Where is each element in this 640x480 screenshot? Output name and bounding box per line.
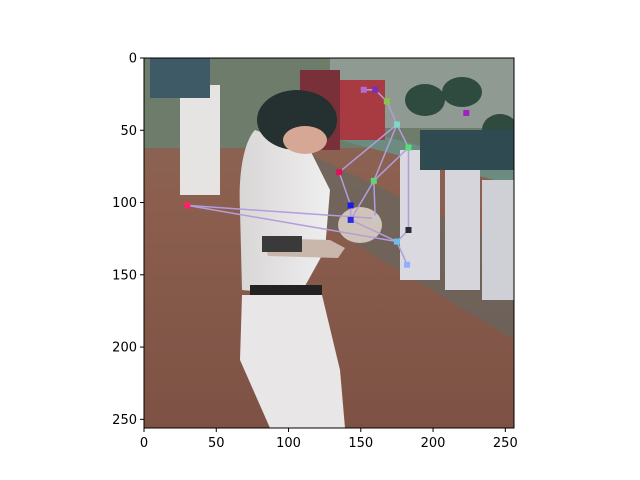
skeleton-edge — [396, 241, 408, 265]
skeleton-edge — [396, 124, 410, 148]
axes-frame — [143, 57, 515, 429]
y-tick-label: 0 — [129, 52, 137, 67]
x-tick-label: 50 — [208, 436, 225, 451]
y-axis: 0 50 100 150 200 250 — [112, 52, 144, 428]
keypoint-marker — [393, 121, 400, 128]
skeleton-edge — [338, 123, 398, 173]
keypoint-markers — [184, 86, 470, 268]
y-tick-label: 150 — [112, 268, 137, 283]
keypoint-marker — [405, 226, 412, 233]
y-tick-label: 50 — [120, 124, 137, 139]
skeleton-edge — [373, 180, 376, 219]
x-tick-label: 0 — [140, 436, 148, 451]
x-tick-label: 200 — [421, 436, 446, 451]
keypoint-marker — [404, 261, 411, 268]
keypoint-marker — [370, 177, 377, 184]
keypoint-marker — [336, 169, 343, 176]
keypoint-marker — [405, 144, 412, 151]
keypoint-marker — [463, 109, 470, 116]
keypoint-marker — [383, 98, 390, 105]
keypoint-marker — [184, 202, 191, 209]
keypoint-marker — [360, 86, 367, 93]
skeleton-edge — [187, 204, 398, 243]
background-photo — [144, 58, 514, 428]
skeleton-edge — [187, 204, 376, 220]
skeleton-edge — [338, 171, 352, 206]
keypoint-marker — [372, 86, 379, 93]
y-tick-label: 200 — [112, 341, 137, 356]
x-tick-label: 150 — [348, 436, 373, 451]
keypoint-marker — [372, 215, 379, 222]
keypoint-marker — [393, 238, 400, 245]
y-tick-label: 100 — [112, 196, 137, 211]
skeleton-edge — [350, 180, 375, 221]
y-tick-label: 250 — [112, 413, 137, 428]
keypoint-marker — [347, 202, 354, 209]
skeleton-edge — [350, 219, 398, 243]
skeleton-edge — [386, 101, 398, 125]
x-tick-label: 100 — [276, 436, 301, 451]
x-tick-label: 250 — [493, 436, 518, 451]
keypoint-marker — [347, 216, 354, 223]
x-axis: 0 50 100 150 200 250 — [140, 428, 518, 451]
skeleton-edge — [373, 147, 410, 182]
skeleton-edge — [373, 124, 398, 182]
